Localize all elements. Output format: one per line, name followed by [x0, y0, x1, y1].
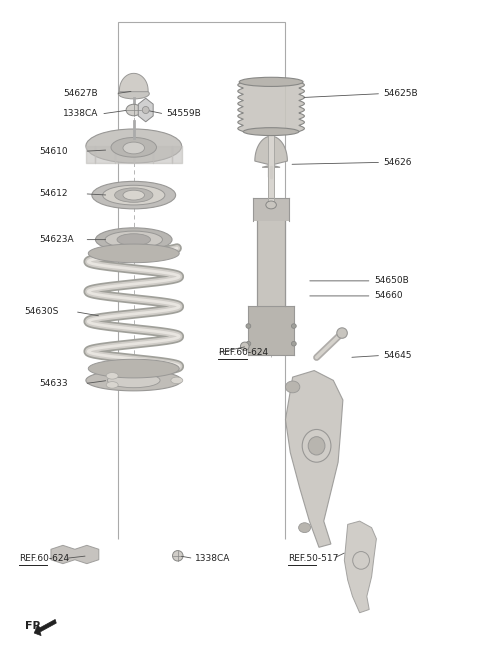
- Ellipse shape: [243, 128, 299, 136]
- Text: 54623A: 54623A: [39, 235, 73, 244]
- Text: 54610: 54610: [39, 147, 68, 155]
- Polygon shape: [344, 521, 376, 613]
- Text: REF.60-624: REF.60-624: [218, 348, 269, 358]
- Polygon shape: [51, 545, 99, 564]
- Ellipse shape: [337, 328, 348, 338]
- Polygon shape: [88, 244, 179, 262]
- Text: 1338CA: 1338CA: [63, 110, 98, 119]
- Ellipse shape: [126, 104, 142, 115]
- Ellipse shape: [246, 324, 251, 328]
- Ellipse shape: [103, 185, 165, 205]
- Polygon shape: [255, 136, 288, 167]
- Ellipse shape: [240, 342, 249, 350]
- Text: 1338CA: 1338CA: [194, 554, 230, 563]
- Ellipse shape: [105, 231, 162, 248]
- FancyArrow shape: [34, 619, 56, 636]
- Ellipse shape: [291, 324, 296, 328]
- Text: 54626: 54626: [384, 158, 412, 167]
- Ellipse shape: [239, 77, 303, 87]
- Ellipse shape: [92, 181, 176, 209]
- Ellipse shape: [86, 129, 181, 163]
- Ellipse shape: [299, 523, 311, 533]
- Ellipse shape: [117, 234, 151, 245]
- Text: 54627B: 54627B: [63, 89, 97, 98]
- Polygon shape: [88, 359, 179, 378]
- Text: 54660: 54660: [374, 291, 403, 300]
- Polygon shape: [86, 370, 181, 391]
- Polygon shape: [286, 371, 343, 547]
- Ellipse shape: [115, 188, 153, 202]
- Text: FR.: FR.: [24, 621, 45, 631]
- Polygon shape: [138, 98, 153, 122]
- Text: 54625B: 54625B: [384, 89, 418, 98]
- Ellipse shape: [291, 341, 296, 346]
- Ellipse shape: [123, 190, 144, 200]
- Polygon shape: [120, 73, 148, 92]
- Ellipse shape: [96, 228, 172, 251]
- Text: 54633: 54633: [39, 379, 68, 388]
- Ellipse shape: [106, 382, 118, 388]
- Ellipse shape: [266, 201, 276, 209]
- Ellipse shape: [171, 377, 183, 384]
- Text: 54650B: 54650B: [374, 276, 409, 285]
- Ellipse shape: [123, 142, 144, 154]
- Ellipse shape: [106, 373, 118, 379]
- Text: 54612: 54612: [39, 190, 68, 198]
- Ellipse shape: [172, 550, 183, 561]
- Text: 54559B: 54559B: [166, 110, 201, 119]
- Text: 54630S: 54630S: [24, 307, 59, 316]
- Ellipse shape: [108, 373, 160, 388]
- Text: 54645: 54645: [384, 351, 412, 360]
- Ellipse shape: [308, 437, 325, 455]
- Ellipse shape: [246, 341, 251, 346]
- Ellipse shape: [353, 552, 370, 569]
- Text: REF.60-624: REF.60-624: [19, 554, 69, 563]
- Ellipse shape: [111, 138, 156, 157]
- Text: REF.50-517: REF.50-517: [288, 554, 338, 563]
- Ellipse shape: [118, 89, 149, 99]
- Ellipse shape: [302, 430, 331, 462]
- Ellipse shape: [286, 381, 300, 393]
- Ellipse shape: [142, 106, 149, 113]
